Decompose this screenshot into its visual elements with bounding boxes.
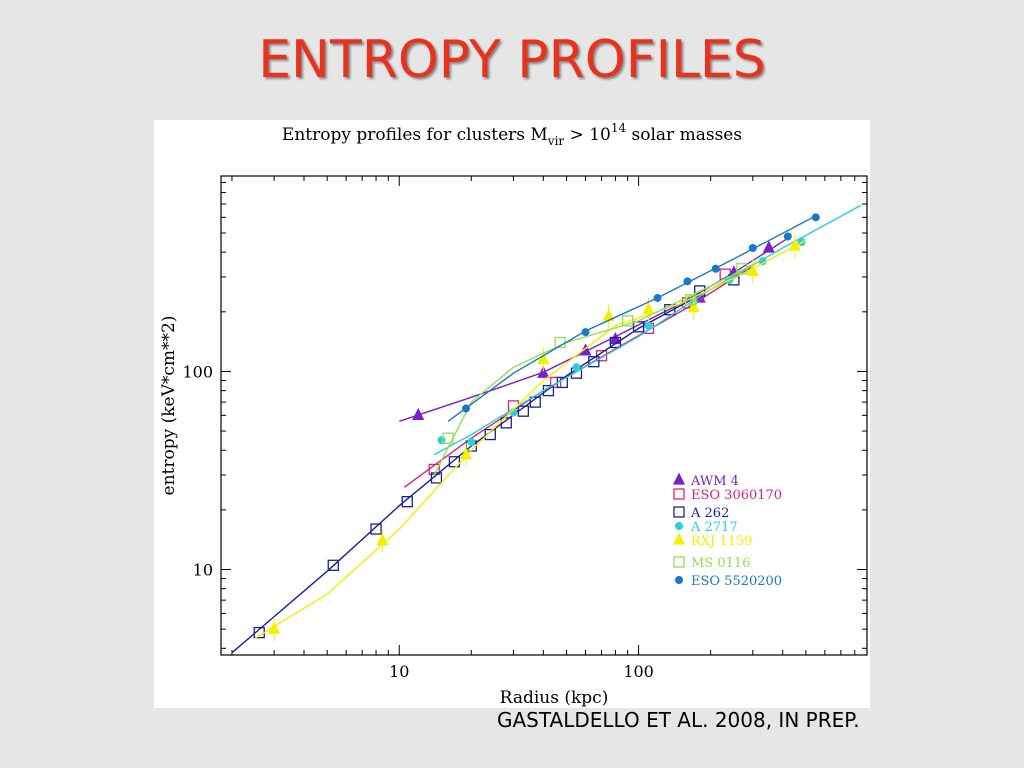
data-point (376, 533, 389, 546)
legend-label: A 262 (690, 506, 729, 521)
y-tick-label: 100 (182, 362, 213, 381)
data-point (685, 294, 697, 306)
data-point (711, 264, 720, 273)
legend-marker (673, 506, 685, 518)
citation-caption: GASTALDELLO ET AL. 2008, IN PREP. (497, 708, 860, 732)
data-point (327, 559, 339, 571)
fit-line-eso-5520200 (447, 215, 817, 422)
data-point (549, 376, 562, 389)
series-a-262 (231, 268, 754, 654)
y-axis-label: entropy (keV*cm**2) (159, 316, 179, 496)
data-point (811, 213, 820, 222)
legend-marker (675, 576, 683, 584)
legend-label: AWM 4 (690, 474, 739, 489)
chart-title: Entropy profiles for clusters Mvir > 101… (282, 121, 742, 148)
legend-label: ESO 3060170 (691, 488, 782, 503)
data-point (500, 417, 512, 429)
data-point (430, 472, 443, 484)
legend (672, 472, 686, 584)
x-axis-label: Radius (kpc) (500, 688, 609, 708)
legend-marker (673, 488, 685, 500)
data-point (632, 321, 645, 333)
legend-marker (673, 556, 685, 568)
series-eso-3060170 (403, 265, 754, 488)
data-point (621, 315, 634, 327)
data-point (401, 496, 413, 508)
data-point (644, 321, 653, 330)
fit-line-awm-4 (399, 237, 789, 422)
legend-marker (675, 522, 683, 530)
legend-label: RXJ 1159 (691, 534, 752, 549)
data-point (412, 407, 425, 421)
data-point (484, 428, 496, 441)
data-point (683, 277, 692, 286)
y-tick-label: 10 (193, 560, 213, 579)
fit-line-eso-3060170 (403, 265, 754, 488)
data-point (461, 404, 470, 413)
legend-label: ESO 5520200 (691, 574, 782, 589)
x-tick-label: 100 (623, 662, 654, 681)
data-point (762, 240, 775, 253)
legend-marker (672, 532, 686, 545)
legend-label: MS 0116 (691, 556, 750, 571)
data-point (572, 363, 581, 372)
data-point (537, 351, 550, 365)
slide-title: ENTROPY PROFILES (258, 30, 766, 90)
data-point (609, 336, 622, 349)
data-point (748, 243, 757, 252)
data-point (370, 523, 382, 535)
series-eso-5520200 (447, 213, 820, 422)
legend-label: A 2717 (690, 520, 738, 535)
data-point (783, 232, 792, 241)
data-point (642, 302, 655, 315)
entropy-chart: Entropy profiles for clusters Mvir > 101… (159, 121, 868, 708)
fit-line-a-2717 (433, 204, 862, 456)
series-awm-4 (399, 237, 789, 422)
fit-line-a-262 (231, 268, 754, 654)
data-point (537, 365, 550, 378)
fit-line-rxj-1159 (254, 239, 807, 639)
series-a-2717 (433, 204, 862, 456)
data-point (437, 436, 446, 445)
data-point (517, 405, 530, 417)
legend-marker (672, 472, 686, 485)
data-point (448, 456, 461, 468)
data-point (459, 447, 473, 460)
data-point (687, 300, 700, 313)
x-tick-label: 10 (389, 662, 409, 681)
data-point (653, 293, 662, 302)
data-point (746, 263, 759, 277)
data-point (442, 432, 454, 444)
data-point (581, 328, 590, 337)
data-point (529, 396, 541, 408)
data-point (588, 356, 600, 368)
chart-figure: Entropy profiles for clusters Mvir > 101… (154, 120, 870, 708)
data-point (736, 263, 748, 275)
data-point (268, 621, 281, 634)
data-point (788, 238, 802, 251)
data-point (467, 438, 476, 447)
